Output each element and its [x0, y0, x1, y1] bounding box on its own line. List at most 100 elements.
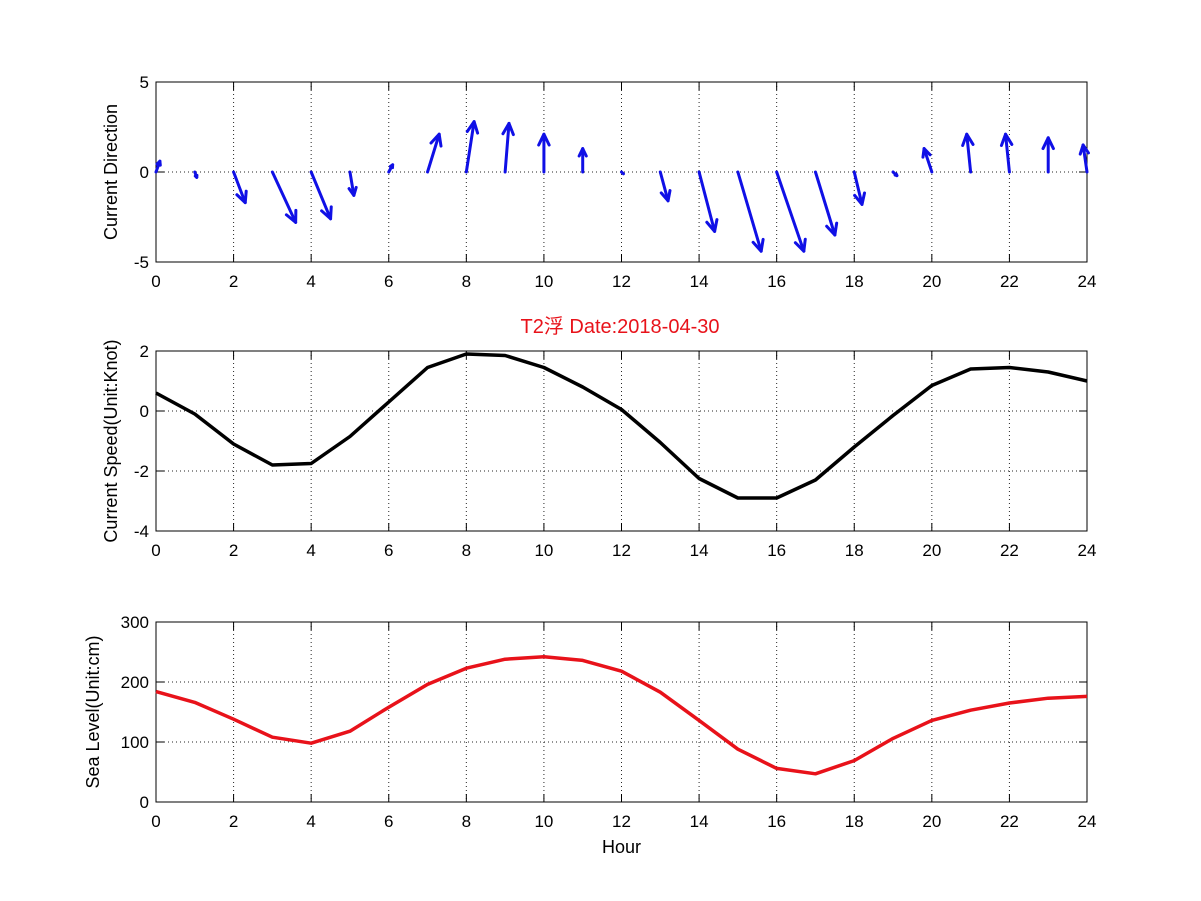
- x-tick-label: 10: [534, 541, 553, 560]
- x-tick-label: 20: [922, 541, 941, 560]
- arrow-head: [193, 173, 199, 179]
- x-tick-label: 22: [1000, 541, 1019, 560]
- arrow-head: [501, 121, 515, 137]
- direction-arrow: [577, 147, 588, 174]
- x-tick-label: 4: [306, 812, 315, 831]
- arrow-shaft: [813, 170, 837, 237]
- arrow-head: [751, 237, 765, 253]
- direction-arrow: [1078, 143, 1090, 174]
- arrow-head: [961, 132, 975, 147]
- direction-arrow: [537, 132, 551, 174]
- arrow-head: [705, 218, 719, 233]
- direction-arrow: [813, 170, 839, 237]
- x-tick-label: 8: [462, 812, 471, 831]
- direction-arrow: [999, 132, 1014, 174]
- x-tick-label: 10: [534, 272, 553, 291]
- direction-arrow: [193, 170, 199, 179]
- plot-area: [155, 621, 1088, 803]
- arrow-head: [853, 191, 866, 206]
- y-tick-label: 200: [121, 673, 149, 692]
- direction-arrow: [426, 132, 443, 174]
- x-tick-label: 4: [306, 541, 315, 560]
- x-tick-label: 2: [229, 812, 238, 831]
- x-tick-label: 14: [690, 272, 709, 291]
- x-tick-label: 0: [151, 272, 160, 291]
- arrow-head: [893, 172, 899, 178]
- y-tick-label: -5: [134, 253, 149, 272]
- y-axis-label: Sea Level(Unit:cm): [83, 635, 103, 788]
- arrow-head: [235, 189, 248, 205]
- x-tick-label: 6: [384, 812, 393, 831]
- y-tick-label: 0: [140, 163, 149, 182]
- arrow-head: [921, 147, 932, 159]
- arrow-shaft: [348, 170, 356, 197]
- direction-arrow: [387, 163, 395, 174]
- arrow-shaft: [658, 170, 670, 203]
- y-tick-label: 0: [140, 402, 149, 421]
- direction-arrow: [921, 147, 934, 174]
- x-tick-label: 8: [462, 272, 471, 291]
- x-tick-label: 2: [229, 272, 238, 291]
- arrow-head: [577, 147, 588, 158]
- direction-arrow: [154, 159, 162, 174]
- direction-arrow: [1041, 136, 1055, 174]
- y-tick-label: 0: [140, 793, 149, 812]
- y-tick-label: -2: [134, 462, 149, 481]
- x-tick-label: 14: [690, 812, 709, 831]
- arrow-shaft: [736, 170, 763, 253]
- arrow-shaft: [852, 170, 864, 206]
- arrow-head: [155, 159, 162, 167]
- arrow-shaft: [232, 170, 247, 205]
- y-tick-label: 100: [121, 733, 149, 752]
- arrow-head: [347, 185, 358, 197]
- x-tick-label: 12: [612, 812, 631, 831]
- arrow-head: [284, 208, 298, 224]
- x-tick-label: 22: [1000, 272, 1019, 291]
- arrow-head: [1078, 143, 1090, 156]
- x-tick-label: 12: [612, 541, 631, 560]
- direction-arrow: [961, 132, 975, 174]
- arrow-head: [320, 205, 333, 221]
- arrow-shaft: [697, 170, 717, 233]
- x-tick-label: 18: [845, 272, 864, 291]
- x-tick-label: 4: [306, 272, 315, 291]
- x-tick-label: 10: [534, 812, 553, 831]
- x-tick-label: 24: [1078, 272, 1097, 291]
- arrow-head: [659, 189, 672, 203]
- direction-arrow: [891, 170, 899, 178]
- x-tick-label: 8: [462, 541, 471, 560]
- y-tick-label: 300: [121, 613, 149, 632]
- direction-arrow: [270, 170, 298, 224]
- y-tick-label: -4: [134, 522, 149, 541]
- series-line: [155, 655, 1088, 776]
- x-tick-label: 24: [1078, 812, 1097, 831]
- y-tick-label: 2: [140, 342, 149, 361]
- arrow-shaft: [965, 132, 973, 174]
- y-tick-label: 5: [140, 73, 149, 92]
- direction-arrow: [232, 170, 248, 205]
- arrow-head: [825, 221, 839, 237]
- direction-arrow: [852, 170, 866, 206]
- direction-arrow: [775, 170, 807, 253]
- chart-title: T2浮 Date:2018-04-30: [520, 315, 719, 338]
- y-axis-label: Current Speed(Unit:Knot): [101, 339, 121, 542]
- x-tick-label: 6: [384, 541, 393, 560]
- direction-arrow: [464, 120, 480, 174]
- x-tick-label: 0: [151, 541, 160, 560]
- direction-arrow: [658, 170, 672, 203]
- x-tick-label: 18: [845, 541, 864, 560]
- x-tick-label: 12: [612, 272, 631, 291]
- x-tick-label: 2: [229, 541, 238, 560]
- x-tick-label: 22: [1000, 812, 1019, 831]
- arrow-head: [429, 132, 443, 148]
- y-axis-label: Current Direction: [101, 104, 121, 240]
- arrow-head: [1041, 136, 1055, 151]
- arrow-head: [388, 163, 395, 170]
- arrow-head: [537, 132, 551, 147]
- x-tick-label: 16: [767, 272, 786, 291]
- x-tick-label: 18: [845, 812, 864, 831]
- arrow-shaft: [620, 170, 625, 176]
